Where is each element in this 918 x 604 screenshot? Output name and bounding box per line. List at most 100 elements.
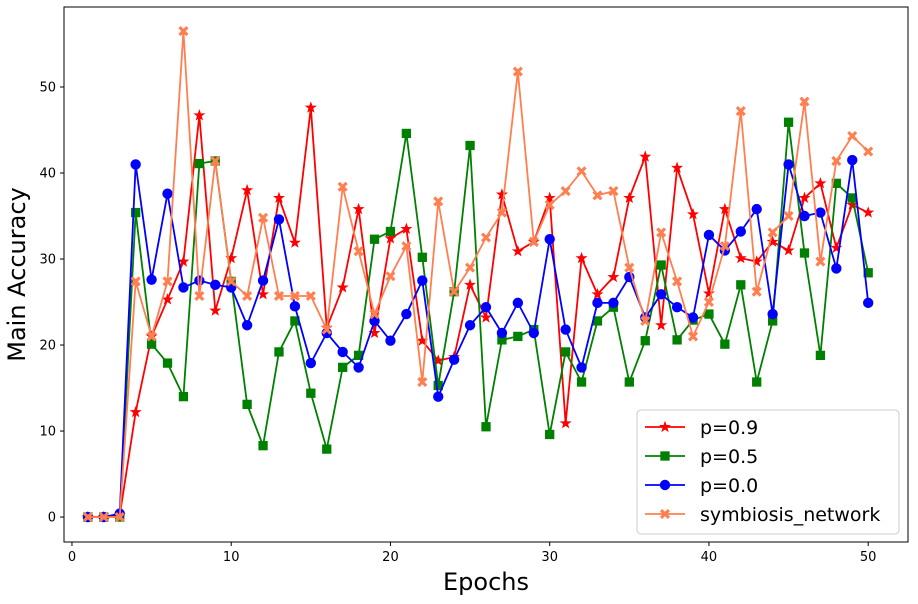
data-point-p-0-9 [607,270,620,283]
data-point-p-0-9 [814,177,827,189]
data-point-p-0-0 [767,308,778,320]
data-point-p-0-0 [289,301,301,312]
data-point-p-0-0 [433,391,444,402]
y-tick-label: 20 [39,339,56,354]
data-point-symbiosis-network [751,286,762,297]
data-point-p-0-0 [751,203,762,215]
data-point-symbiosis-network [672,276,683,287]
data-point-p-0-9 [862,206,875,218]
data-point-p-0-5 [369,234,380,244]
data-point-p-0-0 [496,327,508,339]
data-point-p-0-5 [704,309,714,319]
data-point-symbiosis-network [210,155,221,166]
data-point-p-0-5 [783,117,794,127]
legend-box [636,409,900,535]
data-point-p-0-9 [639,150,652,162]
data-point-p-0-5 [258,441,268,451]
data-point-symbiosis-network [353,246,364,257]
data-point-symbiosis-network [449,286,460,297]
data-point-symbiosis-network [576,166,587,177]
data-point-p-0-9 [304,101,317,113]
x-tick-label: 30 [541,550,558,565]
data-point-symbiosis-network [273,290,285,302]
data-point-p-0-5 [752,377,762,387]
data-point-p-0-9 [543,191,556,204]
data-point-p-0-0 [655,289,667,300]
x-tick-label: 50 [860,550,877,565]
data-point-p-0-9 [241,183,254,196]
data-point-symbiosis-network [863,146,874,157]
data-point-p-0-5 [131,207,141,218]
data-point-p-0-5 [576,377,587,387]
data-point-symbiosis-network [433,196,444,207]
legend-label-p-0-9: p=0.9 [700,417,758,439]
data-point-p-0-0 [592,297,603,309]
data-point-p-0-0 [831,263,842,274]
legend-label-p-0-5: p=0.5 [700,446,758,468]
data-point-p-0-9 [734,251,747,264]
data-point-p-0-0 [385,335,396,346]
legend-marker-p-0-0 [659,479,671,491]
data-point-p-0-0 [130,159,141,170]
data-point-symbiosis-network [512,66,523,77]
data-point-symbiosis-network [242,290,253,302]
data-point-p-0-5 [146,339,157,349]
data-point-p-0-0 [178,282,189,293]
data-point-p-0-9 [129,405,142,418]
y-tick-label: 10 [39,425,56,440]
data-point-p-0-9 [384,232,397,244]
data-point-p-0-0 [560,324,571,335]
series-symbiosis-network [82,26,874,523]
data-point-p-0-5 [815,350,826,361]
legend: p=0.9 p=0.5 p=0.0 symbiosis_network [636,409,900,535]
data-point-p-0-5 [274,347,284,357]
data-point-p-0-9 [495,188,508,200]
y-tick-label: 50 [39,80,56,95]
data-point-p-0-0 [528,327,539,339]
data-point-symbiosis-network [401,241,412,252]
data-point-symbiosis-network [767,227,778,238]
series-p-0-5 [83,117,873,522]
x-tick-label: 0 [68,550,76,565]
data-point-p-0-0 [162,188,173,199]
data-point-p-0-5 [560,347,571,357]
data-point-symbiosis-network [544,199,555,210]
data-point-p-0-5 [178,391,189,402]
data-point-p-0-5 [162,358,173,368]
data-point-p-0-5 [465,140,475,151]
data-point-symbiosis-network [146,331,157,342]
data-point-p-0-0 [480,301,492,313]
data-point-symbiosis-network [735,106,746,117]
data-point-symbiosis-network [289,290,300,302]
data-point-p-0-9 [655,318,668,331]
data-point-symbiosis-network [178,26,189,37]
data-point-p-0-5 [401,128,412,139]
data-point-p-0-5 [656,260,666,270]
data-point-p-0-5 [242,399,252,410]
data-point-p-0-0 [608,297,619,309]
data-point-symbiosis-network [640,315,651,326]
data-point-p-0-9 [352,202,365,215]
legend-marker-p-0-5 [660,451,670,461]
data-point-p-0-0 [448,354,460,365]
data-point-symbiosis-network [162,276,173,287]
data-point-p-0-0 [544,234,555,245]
data-point-p-0-0 [687,312,699,323]
data-point-symbiosis-network [592,190,603,201]
data-point-symbiosis-network [258,212,269,223]
data-point-p-0-9 [336,281,349,293]
legend-entry-p-0-9: p=0.9 [645,417,758,439]
data-point-symbiosis-network [799,96,810,107]
data-point-p-0-9 [623,191,636,204]
data-point-symbiosis-network [496,207,507,218]
data-point-symbiosis-network [687,331,699,342]
data-point-symbiosis-network [82,512,93,523]
y-tick-label: 40 [39,167,56,182]
data-point-p-0-5 [799,248,810,258]
data-point-p-0-9 [273,191,285,204]
data-point-p-0-0 [464,320,476,331]
data-point-symbiosis-network [305,290,316,302]
data-point-p-0-9 [750,255,763,267]
data-point-p-0-5 [385,226,396,237]
plot-layer [81,26,875,523]
